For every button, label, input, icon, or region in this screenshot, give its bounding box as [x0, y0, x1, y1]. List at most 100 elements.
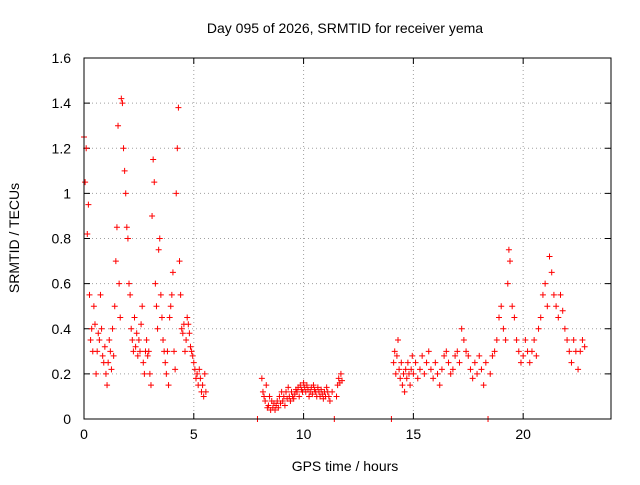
data-point	[430, 375, 437, 382]
data-point	[175, 104, 182, 111]
y-tick-label: 1	[63, 185, 71, 201]
data-point	[259, 388, 266, 395]
data-point	[414, 375, 421, 382]
data-point	[463, 348, 470, 355]
data-point	[88, 325, 95, 332]
data-point	[402, 366, 409, 373]
data-point	[300, 379, 307, 386]
data-point	[288, 388, 295, 395]
data-point	[194, 370, 201, 377]
data-point	[184, 314, 191, 321]
data-point	[403, 375, 410, 382]
data-point	[133, 330, 140, 337]
data-point	[162, 359, 169, 366]
data-point	[504, 280, 511, 287]
data-point	[117, 314, 124, 321]
data-point	[94, 348, 101, 355]
data-point	[449, 366, 456, 373]
data-point	[97, 291, 104, 298]
data-point	[303, 382, 310, 389]
data-point	[189, 352, 196, 359]
y-tick-labels: 0 0.2 0.4 0.6 0.8 1 1.2 1.4 1.6	[52, 50, 72, 427]
data-point	[123, 224, 130, 231]
data-point	[261, 393, 268, 400]
data-point	[174, 145, 181, 152]
data-point	[419, 352, 426, 359]
data-point	[398, 359, 405, 366]
data-point	[297, 382, 304, 389]
data-point	[85, 201, 92, 208]
data-point	[391, 348, 398, 355]
data-point	[168, 291, 175, 298]
data-point	[528, 348, 535, 355]
data-point	[511, 314, 518, 321]
data-point	[421, 370, 428, 377]
data-point	[258, 375, 265, 382]
data-point	[169, 269, 176, 276]
data-point	[143, 337, 150, 344]
data-point	[561, 325, 568, 332]
data-point	[263, 382, 270, 389]
data-point	[280, 393, 287, 400]
data-point	[575, 366, 582, 373]
data-point	[407, 382, 414, 389]
data-point	[128, 325, 135, 332]
data-point	[166, 314, 173, 321]
data-point	[454, 348, 461, 355]
y-tick-label: 0.8	[52, 231, 72, 247]
data-point	[112, 258, 119, 265]
data-point	[489, 352, 496, 359]
data-point	[115, 122, 122, 129]
data-point	[408, 366, 415, 373]
data-point	[513, 337, 520, 344]
data-point	[559, 307, 566, 314]
data-point	[544, 303, 551, 310]
data-point	[526, 359, 533, 366]
data-point	[91, 321, 98, 328]
data-point	[147, 382, 154, 389]
y-tick-label: 1.4	[52, 95, 72, 111]
data-point	[164, 348, 171, 355]
data-point	[579, 337, 586, 344]
data-point	[102, 370, 109, 377]
data-point	[474, 370, 481, 377]
data-point	[568, 359, 575, 366]
data-point	[145, 348, 152, 355]
data-point	[124, 235, 131, 242]
data-point	[156, 235, 163, 242]
data-point	[400, 370, 407, 377]
data-point	[82, 179, 89, 186]
data-point	[197, 375, 204, 382]
data-point	[535, 325, 542, 332]
data-point	[163, 370, 170, 377]
data-point	[339, 377, 346, 384]
data-point	[99, 352, 106, 359]
data-point	[325, 393, 332, 400]
x-tick-label: 10	[296, 426, 312, 442]
data-point	[158, 314, 165, 321]
data-point	[173, 190, 180, 197]
data-point	[310, 382, 317, 389]
data-point	[177, 291, 184, 298]
data-point	[498, 303, 505, 310]
data-point	[392, 370, 399, 377]
data-point	[401, 388, 408, 395]
x-tick-label: 5	[190, 426, 198, 442]
data-point	[275, 404, 282, 411]
data-point	[129, 337, 136, 344]
data-point	[172, 366, 179, 373]
data-point	[107, 348, 114, 355]
data-point	[531, 337, 538, 344]
data-point	[465, 352, 472, 359]
data-point	[285, 384, 292, 391]
x-tick-label: 20	[515, 426, 531, 442]
data-point	[441, 352, 448, 359]
data-point	[566, 348, 573, 355]
data-point	[165, 382, 172, 389]
data-point	[116, 280, 123, 287]
data-point	[564, 337, 571, 344]
data-point	[272, 406, 279, 413]
data-point	[185, 321, 192, 328]
